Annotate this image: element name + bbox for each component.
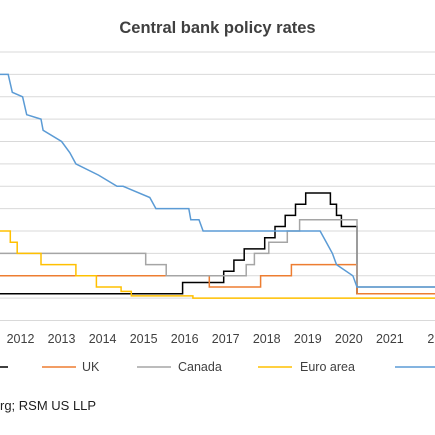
x-tick-label: 2012 (7, 332, 35, 346)
series-line-uk (0, 263, 435, 295)
legend: UK Canada Euro area (0, 360, 435, 374)
x-tick-label: 2020 (335, 332, 363, 346)
x-tick-label: 2017 (212, 332, 240, 346)
legend-label: Euro area (300, 360, 355, 374)
gridlines (0, 51, 435, 322)
source-note: rg; RSM US LLP (0, 398, 97, 413)
x-axis-tick-labels: 2012 2013 2014 2015 2016 2017 2018 2019 2020 2021… (7, 332, 435, 346)
x-tick-label: 2016 (171, 332, 199, 346)
legend-label: UK (82, 360, 100, 374)
series-lines (0, 73, 435, 299)
x-tick-label: 2019 (294, 332, 322, 346)
x-tick-label: 2021 (376, 332, 404, 346)
legend-label: Canada (178, 360, 222, 374)
x-tick-label: 2018 (253, 332, 281, 346)
chart-title: Central bank policy rates (119, 19, 316, 37)
series-line-euro-area (0, 230, 435, 299)
x-tick-label: 2 (427, 332, 434, 346)
series-line-unlabeled-4 (0, 73, 435, 288)
x-tick-label: 2013 (48, 332, 76, 346)
x-tick-label: 2014 (89, 332, 117, 346)
x-tick-label: 2015 (130, 332, 158, 346)
series-line-canada (0, 219, 435, 288)
series-line-unlabeled-0 (0, 192, 435, 295)
